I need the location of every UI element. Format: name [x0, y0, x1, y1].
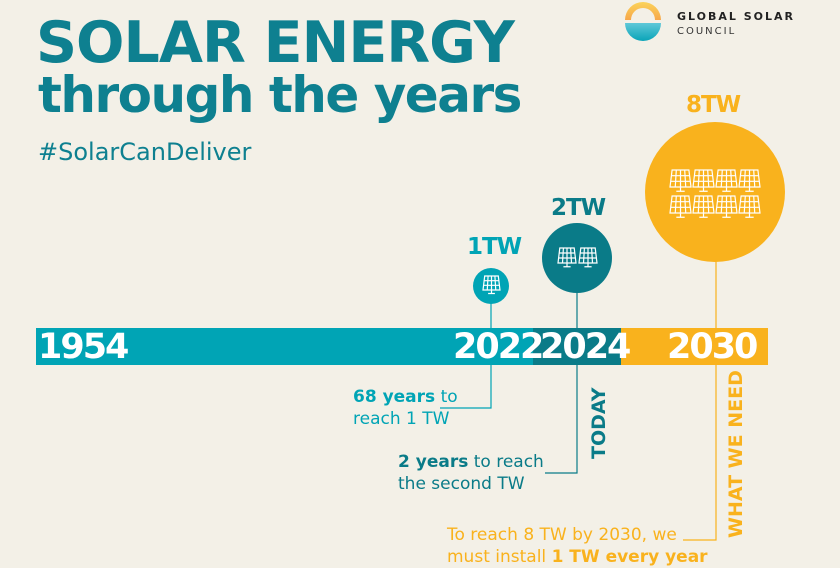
label-8tw: 8TW [686, 92, 741, 118]
solar-panel-icon [738, 169, 761, 192]
note-8tw-line1: To reach 8 TW by 2030, we [447, 525, 677, 545]
circle-8tw [645, 122, 785, 262]
year-2024: 2024 [540, 327, 631, 367]
note-8tw-bold: 1 TW every year [551, 547, 708, 567]
note-68-years-rest: to [435, 387, 458, 407]
bar-segment-today [533, 328, 621, 365]
solar-panel-icon [578, 247, 598, 268]
solar-panel-icon [692, 195, 715, 218]
bar-segment-past [36, 328, 533, 365]
title-line1: SOLAR ENERGY [36, 10, 515, 76]
year-1954: 1954 [38, 327, 129, 367]
bar-segment-future [621, 328, 768, 365]
solar-panel-icon [669, 195, 692, 218]
note-2-years-line2: the second TW [398, 474, 525, 494]
logo-text-line1: GLOBAL SOLAR [677, 10, 795, 23]
solar-panel-icon [669, 169, 692, 192]
solar-panel-icon [482, 275, 501, 295]
solar-panel-icon [738, 195, 761, 218]
note-68-years-bold: 68 years [353, 387, 436, 407]
note-2-years-rest: to reach [468, 452, 544, 472]
vertical-label-today: TODAY [588, 387, 610, 459]
label-1tw: 1TW [467, 234, 522, 260]
year-2030: 2030 [667, 327, 758, 367]
solar-panel-icon [692, 169, 715, 192]
solar-panel-icon [715, 195, 738, 218]
solar-panel-icon [715, 169, 738, 192]
note-8tw: To reach 8 TW by 2030, we must install 1… [447, 524, 708, 568]
note-2-years-bold: 2 years [398, 452, 469, 472]
logo-mark [625, 2, 661, 41]
vertical-label-what-we-need: WHAT WE NEED [725, 370, 747, 538]
label-2tw: 2TW [551, 195, 606, 221]
connector-8tw [683, 260, 717, 541]
solar-panel-icon [557, 247, 577, 268]
note-68-years-line2: reach 1 TW [353, 409, 450, 429]
year-2022: 2022 [453, 327, 544, 367]
note-68-years: 68 years to reach 1 TW [353, 386, 458, 430]
solar-panel-icons [482, 169, 761, 295]
connector-2tw [545, 290, 578, 474]
note-8tw-pre: must install [447, 547, 552, 567]
circle-2tw [542, 223, 612, 293]
logo-text-line2: COUNCIL [677, 26, 737, 37]
note-2-years: 2 years to reach the second TW [398, 451, 544, 495]
title-line2: through the years [38, 66, 522, 124]
hashtag: #SolarCanDeliver [38, 138, 252, 166]
